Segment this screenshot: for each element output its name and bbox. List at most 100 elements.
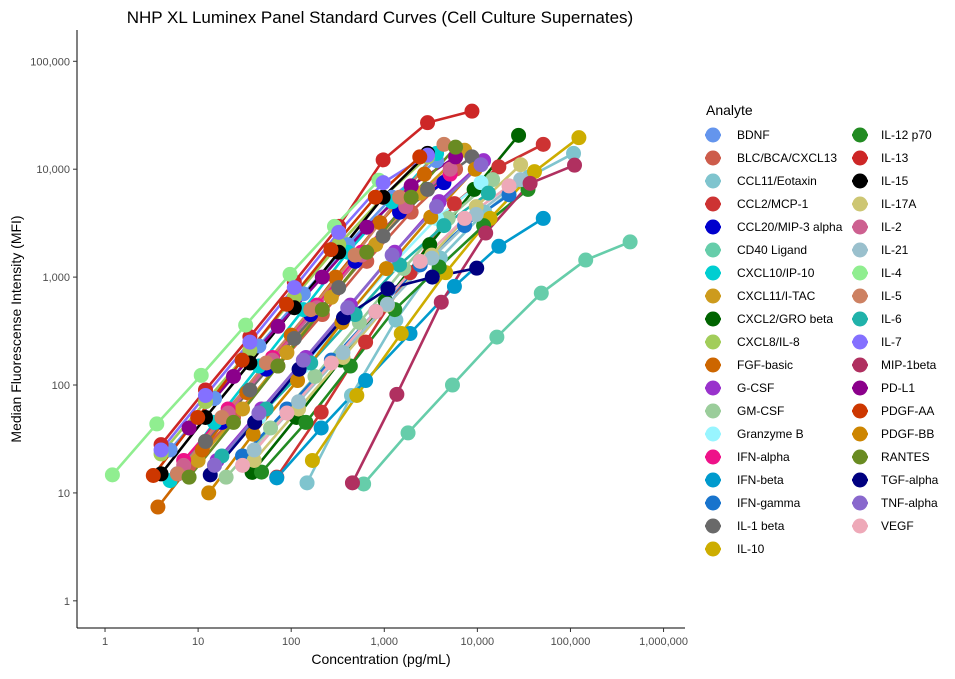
data-point <box>313 404 329 420</box>
data-point <box>254 464 270 480</box>
data-point <box>522 175 538 191</box>
legend-key-point <box>705 357 721 373</box>
legend-label: RANTES <box>881 450 930 464</box>
legend-key-point <box>705 311 721 327</box>
data-point <box>412 253 428 269</box>
y-tick-label: 1,000 <box>42 272 70 284</box>
data-point <box>349 387 365 403</box>
legend-item: CD40 Ligand <box>705 242 807 258</box>
legend-label: CD40 Ligand <box>737 243 807 257</box>
data-point <box>193 367 209 383</box>
data-point <box>299 475 315 491</box>
x-tick-label: 1,000,000 <box>639 636 688 648</box>
data-point <box>242 382 258 398</box>
legend-item: PDGF-AA <box>852 403 934 419</box>
data-point <box>279 296 295 312</box>
legend-title: Analyte <box>706 102 753 118</box>
data-point <box>282 266 298 282</box>
data-point <box>207 457 223 473</box>
data-point <box>331 224 347 240</box>
data-point <box>400 425 416 441</box>
data-point <box>181 469 197 485</box>
legend-item: G-CSF <box>705 380 774 396</box>
legend-item: BDNF <box>705 127 770 143</box>
y-tick-label: 10,000 <box>36 164 70 176</box>
data-point <box>379 296 395 312</box>
data-point <box>378 261 394 277</box>
legend-label: IFN-alpha <box>737 450 790 464</box>
data-point <box>181 420 197 436</box>
data-point <box>263 420 279 436</box>
legend-item: PDGF-BB <box>852 426 934 442</box>
legend-key-point <box>705 472 721 488</box>
data-point <box>578 252 594 268</box>
data-point <box>218 469 234 485</box>
legend-key-point <box>852 426 868 442</box>
legend-label: BDNF <box>737 128 770 142</box>
data-point <box>392 189 408 205</box>
legend-item: IFN-alpha <box>705 449 790 465</box>
data-point <box>251 405 267 421</box>
legend-label: IL-7 <box>881 335 902 349</box>
data-point <box>469 260 485 276</box>
legend-label: VEGF <box>881 519 914 533</box>
data-point <box>375 228 391 244</box>
data-point <box>298 414 314 430</box>
legend-key-point <box>852 403 868 419</box>
data-point <box>380 281 396 297</box>
legend-label: IL-6 <box>881 312 902 326</box>
legend-label: BLC/BCA/CXCL13 <box>737 151 837 165</box>
data-point <box>436 136 452 152</box>
data-point <box>480 185 496 201</box>
legend-key-point <box>852 518 868 534</box>
legend-key-point <box>705 334 721 350</box>
data-point <box>491 159 507 175</box>
legend-label: PD-L1 <box>881 381 915 395</box>
data-point <box>485 172 501 188</box>
legend-key-point <box>705 173 721 189</box>
legend-item: MIP-1beta <box>852 357 937 373</box>
y-axis-label: Median Fluorescense Intensity (MFI) <box>8 215 24 442</box>
legend-item: IL-1 beta <box>705 518 785 534</box>
data-point <box>368 304 384 320</box>
data-point <box>375 152 391 168</box>
data-point <box>226 368 242 384</box>
chart-title: NHP XL Luminex Panel Standard Curves (Ce… <box>127 8 633 27</box>
data-point <box>238 317 254 333</box>
data-point <box>145 468 161 484</box>
legend-key-point <box>705 380 721 396</box>
data-point <box>291 394 307 410</box>
data-point <box>295 352 311 368</box>
legend-label: IL-13 <box>881 151 909 165</box>
data-point <box>245 426 261 442</box>
plot-area <box>104 103 638 515</box>
series-line-29 <box>351 163 576 484</box>
legend-key-point <box>852 150 868 166</box>
legend-label: IL-4 <box>881 266 902 280</box>
legend-label: IL-17A <box>881 197 916 211</box>
data-point <box>323 242 339 258</box>
legend-key-point <box>705 541 721 557</box>
data-point <box>473 175 489 191</box>
legend-item: BLC/BCA/CXCL13 <box>705 150 837 166</box>
data-point <box>424 269 440 285</box>
data-point <box>403 189 419 205</box>
data-point <box>393 326 409 342</box>
data-point <box>214 409 230 425</box>
data-point <box>359 244 375 260</box>
legend-key-point <box>852 357 868 373</box>
legend-key-point <box>705 219 721 235</box>
data-point <box>242 334 258 350</box>
data-point <box>270 358 286 374</box>
legend-item: RANTES <box>852 449 930 465</box>
legend-item: PD-L1 <box>852 380 915 396</box>
legend-key-point <box>852 495 868 511</box>
legend-label: IL-2 <box>881 220 902 234</box>
legend-key-point <box>705 449 721 465</box>
legend-item: CXCL11/I-TAC <box>705 288 816 304</box>
legend-label: CXCL2/GRO beta <box>737 312 833 326</box>
legend-item: CCL2/MCP-1 <box>705 196 809 212</box>
data-point <box>356 476 372 492</box>
data-point <box>201 485 217 501</box>
legend-key-point <box>852 196 868 212</box>
